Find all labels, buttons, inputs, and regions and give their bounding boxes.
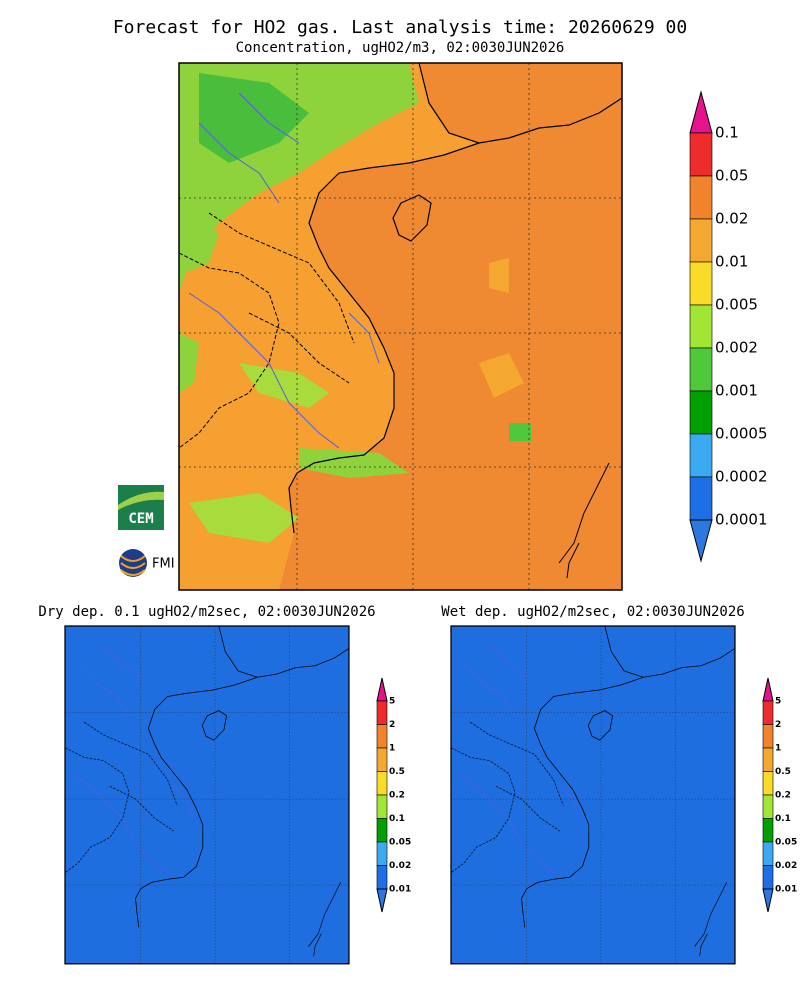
colorbar-label: 0.02 bbox=[389, 861, 411, 871]
colorbar-label: 1 bbox=[775, 744, 781, 754]
colorbar-segment bbox=[689, 390, 713, 435]
colorbar-label: 0.005 bbox=[715, 296, 758, 314]
colorbar-label: 0.1 bbox=[715, 124, 739, 142]
colorbar-top bbox=[762, 677, 774, 702]
colorbar-segment bbox=[689, 433, 713, 478]
colorbar-segment bbox=[689, 132, 713, 177]
wet-map bbox=[450, 625, 736, 965]
colorbar-segment bbox=[376, 818, 388, 843]
colorbar-label: 2 bbox=[775, 720, 781, 730]
colorbar-segment bbox=[689, 175, 713, 220]
colorbar-label: 0.5 bbox=[389, 767, 405, 777]
colorbar-segment bbox=[376, 771, 388, 796]
colorbar-top bbox=[689, 90, 713, 134]
colorbar-segment bbox=[689, 261, 713, 306]
colorbar-label: 0.001 bbox=[715, 382, 758, 400]
colorbar-label: 0.5 bbox=[775, 767, 791, 777]
title: Forecast for HO2 gas. Last analysis time… bbox=[113, 17, 687, 38]
colorbar-label: 0.2 bbox=[389, 791, 405, 801]
colorbar-label: 5 bbox=[389, 697, 395, 707]
fmi-text: FMI bbox=[152, 557, 175, 572]
colorbar-segment bbox=[762, 771, 774, 796]
colorbar-segment bbox=[762, 794, 774, 819]
colorbar-segment bbox=[376, 794, 388, 819]
colorbar-label: 0.2 bbox=[775, 791, 791, 801]
colorbar-label: 0.02 bbox=[715, 210, 748, 228]
colorbar-top bbox=[376, 677, 388, 702]
colorbar-segment bbox=[762, 700, 774, 725]
colorbar-label: 0.0001 bbox=[715, 511, 768, 529]
colorbar-label: 0.05 bbox=[389, 838, 411, 848]
colorbar-label: 0.01 bbox=[389, 885, 411, 895]
colorbar-segment bbox=[762, 865, 774, 890]
colorbar-segment bbox=[376, 700, 388, 725]
colorbar-segment bbox=[376, 747, 388, 772]
colorbar-label: 0.1 bbox=[775, 814, 791, 824]
panel-title: Wet dep. ugHO2/m2sec, 02:0030JUN2026 bbox=[441, 604, 744, 620]
colorbar-segment bbox=[376, 724, 388, 749]
colorbar-segment bbox=[689, 218, 713, 263]
colorbar-label: 0.0005 bbox=[715, 425, 768, 443]
colorbar-segment bbox=[762, 818, 774, 843]
colorbar-segment bbox=[689, 347, 713, 392]
colorbar-label: 2 bbox=[389, 720, 395, 730]
colorbar-segment bbox=[762, 841, 774, 866]
colorbar-label: 0.1 bbox=[389, 814, 405, 824]
colorbar-bottom bbox=[376, 888, 388, 913]
subtitle: Concentration, ugHO2/m3, 02:0030JUN2026 bbox=[236, 40, 565, 56]
cem-logo: CEM bbox=[118, 485, 164, 530]
colorbar-label: 0.05 bbox=[775, 838, 797, 848]
colorbar-label: 1 bbox=[389, 744, 395, 754]
colorbar-label: 5 bbox=[775, 697, 781, 707]
fmi-logo: FMI bbox=[119, 549, 175, 577]
colorbar-label: 0.0002 bbox=[715, 468, 768, 486]
colorbar-segment bbox=[689, 304, 713, 349]
colorbar-segment bbox=[762, 747, 774, 772]
colorbar-label: 0.02 bbox=[775, 861, 797, 871]
dry-map bbox=[64, 625, 350, 965]
colorbar-label: 0.002 bbox=[715, 339, 758, 357]
colorbar-label: 0.01 bbox=[715, 253, 748, 271]
colorbar-segment bbox=[376, 841, 388, 866]
cem-text: CEM bbox=[128, 511, 153, 527]
colorbar-bottom bbox=[762, 888, 774, 913]
colorbar-label: 0.05 bbox=[715, 167, 748, 185]
colorbar-bottom bbox=[689, 519, 713, 563]
colorbar-segment bbox=[689, 476, 713, 521]
colorbar-segment bbox=[376, 865, 388, 890]
colorbar-label: 0.01 bbox=[775, 885, 797, 895]
main-map bbox=[178, 62, 623, 591]
colorbar-segment bbox=[762, 724, 774, 749]
panel-title: Dry dep. 0.1 ugHO2/m2sec, 02:0030JUN2026 bbox=[38, 604, 375, 620]
